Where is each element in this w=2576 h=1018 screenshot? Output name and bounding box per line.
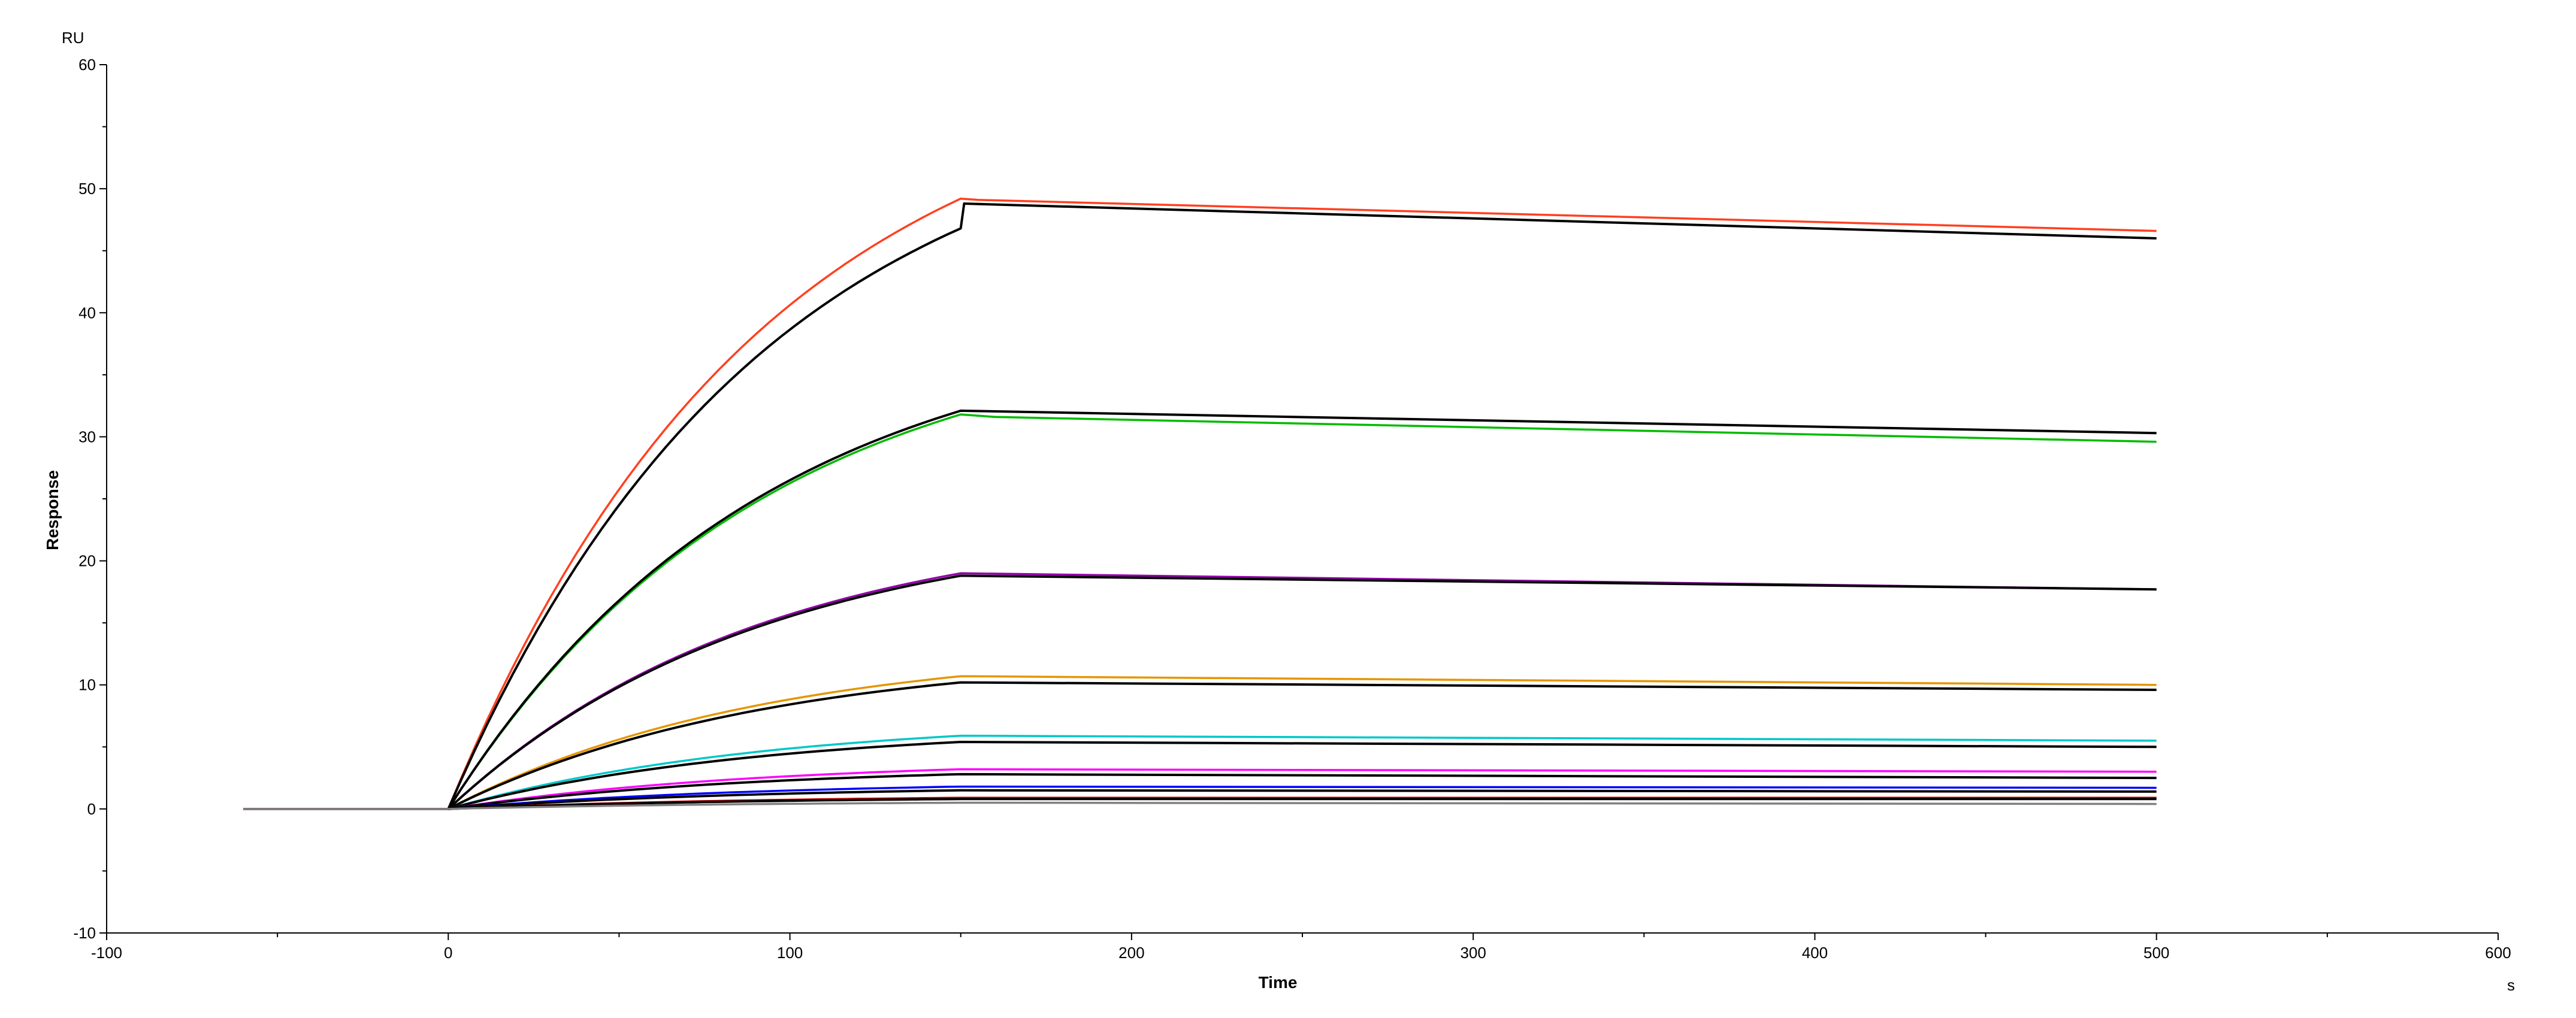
x-tick-label: 0 — [444, 944, 452, 962]
fit-curve-3 — [447, 409, 2157, 810]
y-tick-label: 0 — [87, 800, 96, 818]
fit-curve-11 — [448, 772, 2157, 810]
fit-curve-15 — [448, 798, 2157, 810]
fit-curve-5 — [447, 574, 2157, 810]
y-tick-label: 10 — [78, 676, 96, 694]
data-curve-16 — [243, 801, 2157, 810]
data-curve-8 — [243, 734, 2157, 810]
data-curve-2 — [243, 413, 2157, 810]
x-tick-label: -100 — [91, 944, 122, 962]
x-tick-label: 300 — [1460, 944, 1486, 962]
x-tick-label: 100 — [777, 944, 803, 962]
data-curve-10 — [243, 768, 2157, 810]
y-tick-label: 60 — [78, 56, 96, 74]
x-unit-label: s — [2507, 976, 2515, 994]
fit-curve-13 — [448, 789, 2157, 810]
data-curve-0 — [243, 197, 2157, 810]
y-tick-label: 40 — [78, 304, 96, 322]
series-layer — [243, 197, 2157, 810]
x-tick-label: 600 — [2485, 944, 2511, 962]
x-tick-label: 200 — [1118, 944, 1144, 962]
data-curve-6 — [243, 675, 2157, 810]
x-tick-label: 400 — [1802, 944, 1828, 962]
y-tick-label: 30 — [78, 428, 96, 446]
y-tick-label: -10 — [73, 924, 96, 942]
x-tick-label: 500 — [2143, 944, 2169, 962]
fit-curve-9 — [448, 741, 2157, 810]
y-axis-title: Response — [43, 470, 62, 550]
y-unit-label: RU — [62, 29, 84, 47]
y-tick-label: 50 — [78, 180, 96, 198]
y-tick-label: 20 — [78, 552, 96, 570]
x-axis-title: Time — [1259, 973, 1298, 992]
fit-curve-7 — [448, 681, 2157, 810]
fit-curve-1 — [447, 202, 2157, 810]
